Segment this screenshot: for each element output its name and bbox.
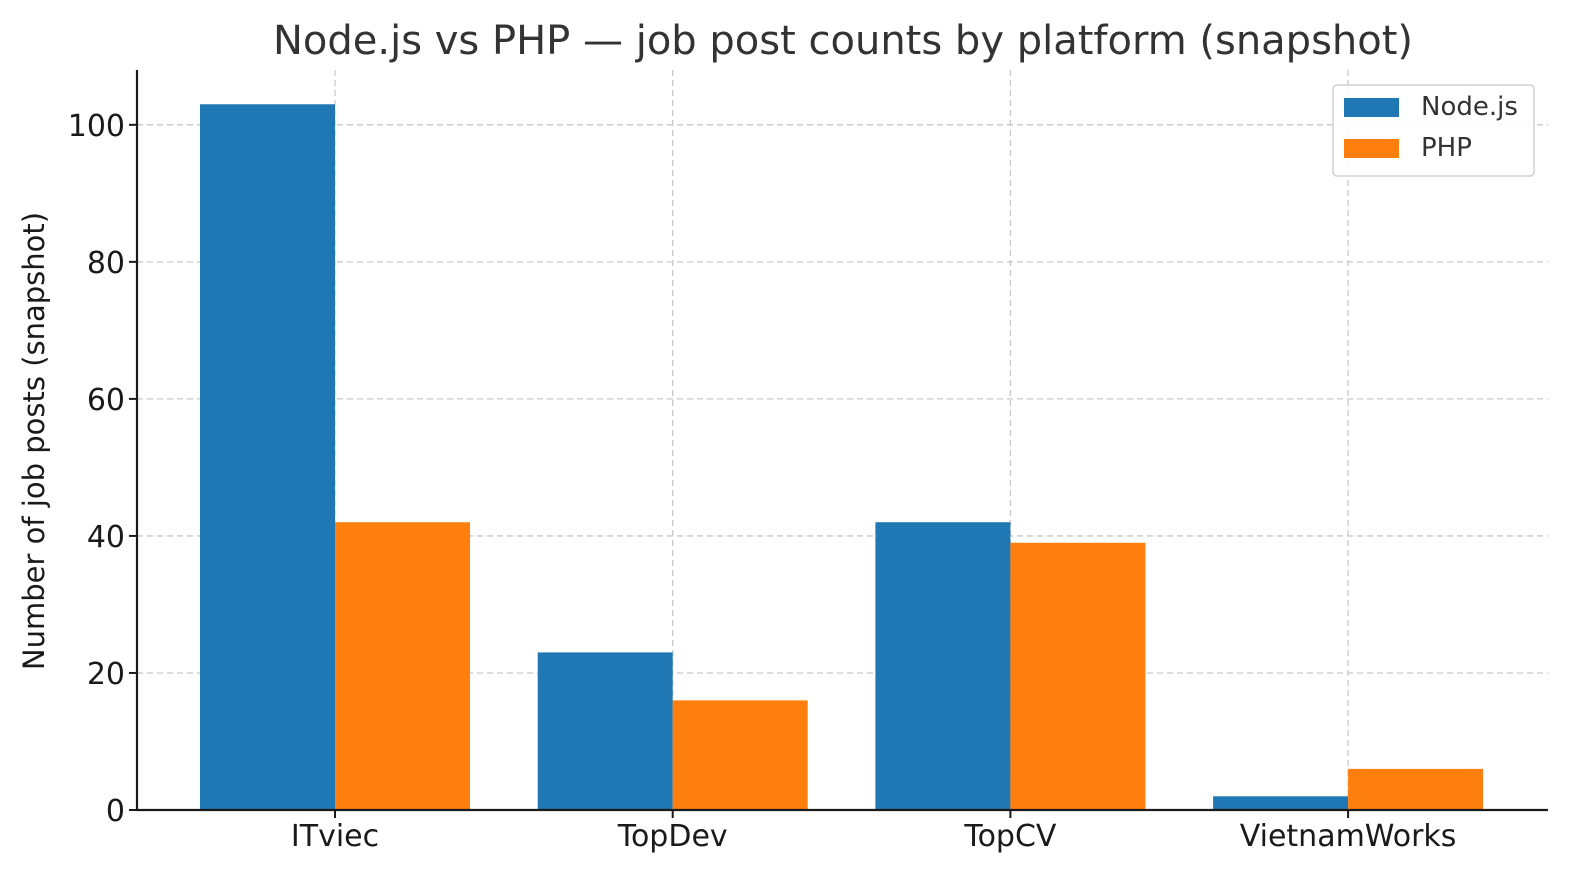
x-tick-label: TopDev <box>617 819 728 854</box>
legend-label: Node.js <box>1421 92 1518 122</box>
bar-node-js-topdev <box>537 652 673 810</box>
axes <box>135 70 1548 812</box>
x-tick-label: ITviec <box>291 819 379 854</box>
y-tick-label: 60 <box>87 383 125 418</box>
legend-swatch <box>1344 98 1399 117</box>
x-tick-label: TopCV <box>963 819 1057 854</box>
chart-title: Node.js vs PHP — job post counts by plat… <box>273 18 1413 64</box>
bar-php-topdev <box>672 700 808 810</box>
legend: Node.js PHP <box>1332 84 1535 177</box>
y-tick-label: 20 <box>87 657 125 692</box>
y-ticks: 0 20 40 60 80 100 <box>68 109 137 829</box>
y-axis-label: Number of job posts (snapshot) <box>17 212 51 670</box>
x-ticks: ITviec TopDev TopCV VietnamWorks <box>291 810 1457 854</box>
legend-swatch <box>1344 139 1399 158</box>
bar-node-js-itviec <box>200 104 335 810</box>
y-tick-label: 0 <box>106 794 125 829</box>
bar-php-itviec <box>335 522 470 810</box>
y-tick-label: 100 <box>68 109 125 144</box>
y-tick-label: 80 <box>87 246 125 281</box>
bar-php-topcv <box>1010 542 1146 810</box>
y-tick-label: 40 <box>87 520 125 555</box>
x-tick-label: VietnamWorks <box>1240 819 1457 854</box>
bar-node-js-vietnamworks <box>1213 796 1349 810</box>
legend-label: PHP <box>1421 133 1472 163</box>
bar-php-vietnamworks <box>1348 768 1484 810</box>
bar-node-js-topcv <box>875 522 1011 810</box>
bars <box>200 104 1484 810</box>
